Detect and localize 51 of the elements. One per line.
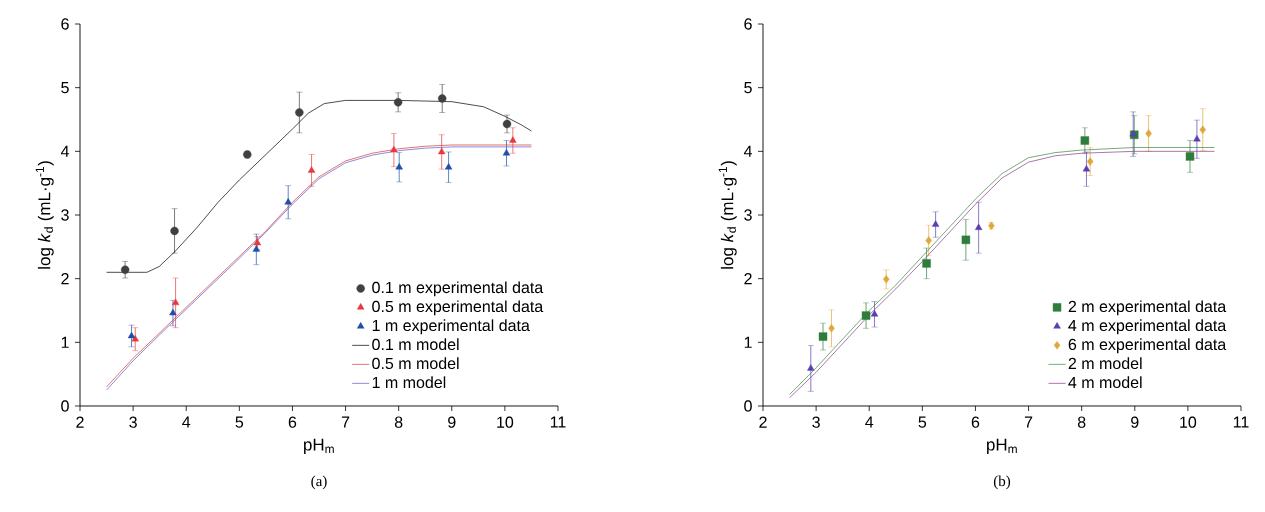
legend-label: 4 m experimental data	[1068, 319, 1227, 335]
x-tick-label: 3	[812, 416, 820, 428]
x-tick-label: 6	[971, 416, 980, 428]
x-tick-label: 11	[1233, 416, 1249, 428]
x-tick-label: 6	[288, 416, 297, 428]
legend-label: 2 m model	[1068, 357, 1142, 370]
x-tick-label: 4	[182, 416, 191, 428]
y-axis-title: log k$_{d}$ (mL·g$^{-1}$)	[718, 161, 737, 269]
x-tick-label: 11	[550, 416, 566, 428]
y-axis-title: log k$_{d}$ (mL·g$^{-1}$)	[35, 161, 54, 269]
y-tick-label: 6	[61, 18, 69, 30]
x-tick-label: 10	[497, 416, 514, 428]
x-tick-label: 8	[1077, 416, 1086, 428]
y-tick-label: 2	[61, 273, 69, 285]
y-tick-label: 0	[744, 400, 752, 412]
x-tick-label: 10	[1180, 416, 1197, 428]
y-tick-label: 0	[61, 400, 69, 412]
y-tick-label: 3	[61, 209, 69, 221]
x-tick-label: 2	[76, 416, 84, 428]
x-tick-label: 2	[759, 416, 767, 428]
x-tick-label: 5	[235, 416, 244, 428]
legend-label: 0.5 m model	[372, 357, 459, 370]
y-tick-label: 1	[61, 336, 69, 348]
y-tick-label: 4	[743, 145, 752, 157]
x-tick-label: 8	[394, 416, 403, 428]
x-tick-label: 7	[1024, 416, 1033, 428]
legend-label: 0.1 m experimental data	[372, 281, 544, 297]
y-tick-label: 6	[744, 18, 752, 30]
y-tick-label: 5	[744, 82, 752, 94]
legend-label: 0.1 m model	[372, 338, 459, 351]
y-tick-label: 3	[744, 209, 752, 221]
x-tick-label: 9	[448, 416, 456, 428]
y-tick-label: 4	[60, 145, 69, 157]
x-tick-label: 7	[341, 416, 350, 428]
y-tick-label: 2	[744, 273, 752, 285]
x-tick-label: 5	[918, 416, 927, 428]
text: (a)	[311, 475, 327, 490]
legend-label: 4 m model	[1068, 376, 1142, 389]
legend-label: 6 m experimental data	[1068, 338, 1227, 354]
x-tick-label: 9	[1131, 416, 1139, 428]
x-tick-label: 4	[865, 416, 874, 428]
x-tick-label: 3	[129, 416, 137, 428]
legend-label: 1 m experimental data	[372, 319, 530, 335]
y-tick-label: 5	[61, 82, 69, 94]
legend-label: 2 m experimental data	[1068, 300, 1227, 316]
x-axis-title: pH$_{m}$	[987, 438, 1017, 454]
legend-label: 1 m model	[372, 376, 446, 389]
x-axis-title: pH$_{m}$	[304, 438, 334, 454]
legend-label: 0.5 m experimental data	[372, 300, 544, 316]
text: (b)	[993, 475, 1011, 490]
y-tick-label: 1	[744, 336, 752, 348]
